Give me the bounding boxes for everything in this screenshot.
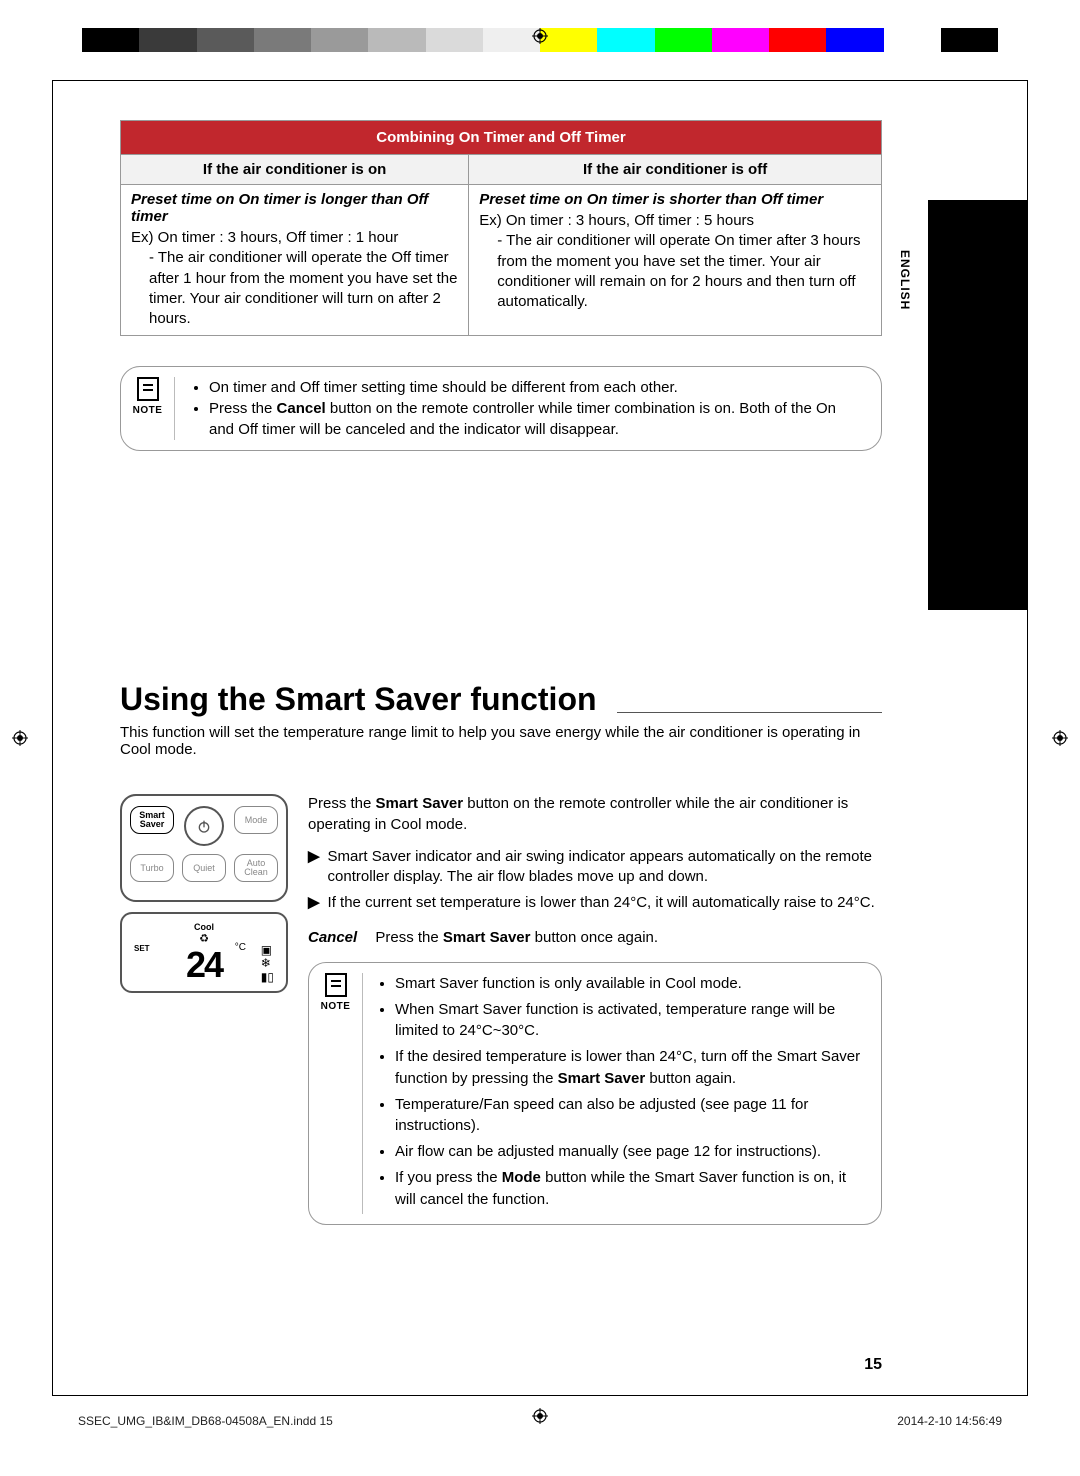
display-unit: °C: [235, 942, 246, 953]
note-item: When Smart Saver function is activated, …: [395, 999, 867, 1043]
table-cell-left: Preset time on On timer is longer than O…: [121, 185, 469, 336]
remote-illustration-column: Smart Saver Mode Turbo Quiet Auto Clean …: [120, 794, 288, 1225]
display-side-icons: ▣❄▮▯: [261, 944, 274, 984]
arrow-icon: ▶: [308, 847, 320, 888]
color-swatch: [941, 28, 998, 52]
instruction-text: Smart Saver indicator and air swing indi…: [328, 847, 882, 888]
display-cool-label: Cool: [130, 922, 278, 932]
note-item: Temperature/Fan speed can also be adjust…: [395, 1094, 867, 1138]
note-item: If you press the Mode button while the S…: [395, 1167, 867, 1211]
timer-combination-table: Combining On Timer and Off Timer If the …: [120, 120, 882, 336]
instruction-item: ▶ If the current set temperature is lowe…: [308, 893, 882, 913]
registration-mark-icon: [1052, 730, 1068, 746]
note-item: Air flow can be adjusted manually (see p…: [395, 1141, 867, 1163]
display-set-label: SET: [134, 944, 150, 953]
remote-display-panel: Cool ♻ SET 24 °C ▣❄▮▯: [120, 912, 288, 993]
arrow-icon: ▶: [308, 893, 320, 913]
color-swatch: [826, 28, 883, 52]
cell-heading: Preset time on On timer is longer than O…: [131, 191, 458, 225]
color-swatch: [769, 28, 826, 52]
color-swatch: [426, 28, 483, 52]
remote-quiet-button: Quiet: [182, 854, 226, 882]
cancel-text: Press the Smart Saver button once again.: [375, 929, 658, 946]
color-swatch: [311, 28, 368, 52]
smart-saver-row: Smart Saver Mode Turbo Quiet Auto Clean …: [120, 794, 882, 1225]
note-box: NOTE Smart Saver function is only availa…: [308, 962, 882, 1226]
instruction-item: ▶ Smart Saver indicator and air swing in…: [308, 847, 882, 888]
instruction-lead: Press the Smart Saver button on the remo…: [308, 794, 882, 835]
note-box: NOTE On timer and Off timer setting time…: [120, 366, 882, 451]
heading-rule: [617, 712, 882, 713]
footer-timestamp: 2014-2-10 14:56:49: [897, 1414, 1002, 1428]
note-label: NOTE: [133, 404, 163, 418]
registration-mark-icon: [12, 730, 28, 746]
print-footer: SSEC_UMG_IB&IM_DB68-04508A_EN.indd 15 20…: [78, 1414, 1002, 1428]
language-tab: ENGLISH: [898, 250, 912, 310]
remote-mode-button: Mode: [234, 806, 278, 834]
instruction-text: If the current set temperature is lower …: [328, 893, 875, 913]
cancel-row: Cancel Press the Smart Saver button once…: [308, 928, 882, 948]
cell-example: Ex) On timer : 3 hours, Off timer : 1 ho…: [131, 228, 458, 248]
color-swatch: [254, 28, 311, 52]
power-icon: [196, 818, 212, 834]
note-item: If the desired temperature is lower than…: [395, 1046, 867, 1090]
color-swatch: [884, 28, 941, 52]
note-icon-column: NOTE: [131, 377, 175, 440]
section-heading: Using the Smart Saver function: [120, 681, 597, 718]
color-swatch: [82, 28, 139, 52]
note-icon: [325, 973, 347, 997]
color-swatch: [540, 28, 597, 52]
table-col-right: If the air conditioner is off: [469, 155, 882, 185]
page-content: Combining On Timer and Off Timer If the …: [120, 120, 882, 1336]
color-swatch: [139, 28, 196, 52]
table-title: Combining On Timer and Off Timer: [121, 121, 882, 155]
note-item: On timer and Off timer setting time shou…: [209, 377, 865, 398]
instruction-column: Press the Smart Saver button on the remo…: [308, 794, 882, 1225]
color-swatch: [655, 28, 712, 52]
page-number: 15: [864, 1356, 882, 1374]
table-cell-right: Preset time on On timer is shorter than …: [469, 185, 882, 336]
remote-smart-saver-button: Smart Saver: [130, 806, 174, 834]
note-list-2: Smart Saver function is only available i…: [377, 973, 867, 1215]
side-black-bar: [928, 200, 1028, 610]
cancel-label: Cancel: [308, 929, 357, 946]
remote-autoclean-button: Auto Clean: [234, 854, 278, 882]
remote-button-panel: Smart Saver Mode Turbo Quiet Auto Clean: [120, 794, 288, 902]
note-list: On timer and Off timer setting time shou…: [191, 377, 865, 440]
color-swatch: [712, 28, 769, 52]
table-col-left: If the air conditioner is on: [121, 155, 469, 185]
remote-power-button: [184, 806, 224, 846]
cell-bullet: - The air conditioner will operate On ti…: [479, 231, 871, 312]
cell-example: Ex) On timer : 3 hours, Off timer : 5 ho…: [479, 211, 871, 231]
cell-bullet: - The air conditioner will operate the O…: [131, 248, 458, 329]
remote-turbo-button: Turbo: [130, 854, 174, 882]
color-swatch: [197, 28, 254, 52]
footer-filename: SSEC_UMG_IB&IM_DB68-04508A_EN.indd 15: [78, 1414, 333, 1428]
note-label: NOTE: [321, 1000, 351, 1015]
note-icon: [137, 377, 159, 401]
color-swatch: [597, 28, 654, 52]
note-item: Smart Saver function is only available i…: [395, 973, 867, 995]
note-icon-column: NOTE: [319, 973, 363, 1215]
color-swatch: [368, 28, 425, 52]
display-temperature: 24: [130, 947, 278, 983]
note-item: Press the Cancel button on the remote co…: [209, 398, 865, 440]
registration-mark-icon: [532, 28, 548, 44]
section-intro: This function will set the temperature r…: [120, 724, 882, 758]
cell-heading: Preset time on On timer is shorter than …: [479, 191, 871, 208]
